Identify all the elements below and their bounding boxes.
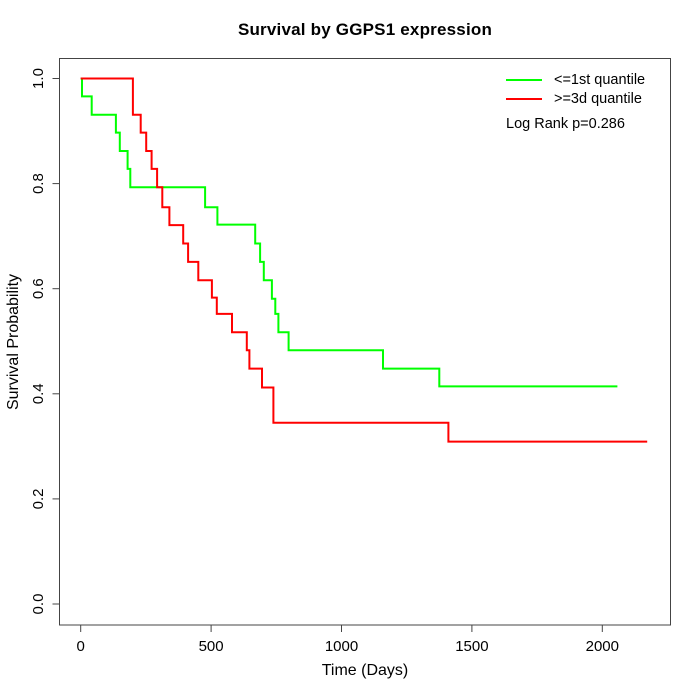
y-tick-label: 0.4 (30, 383, 47, 404)
legend-item-third-quantile: >=3d quantile (506, 89, 645, 108)
y-tick-label: 0.0 (30, 594, 47, 615)
km-curve-first-quantile (80, 77, 618, 388)
chart-title: Survival by GGPS1 expression (237, 20, 493, 39)
x-axis-title: Time (Days) (321, 662, 409, 679)
x-tick-label: 2000 (586, 638, 619, 655)
legend-item-first-quantile: <=1st quantile (506, 70, 645, 89)
y-axis-title: Survival Probability (5, 273, 22, 411)
legend-label-third-quantile: >=3d quantile (554, 90, 642, 107)
legend-label-first-quantile: <=1st quantile (554, 71, 646, 88)
x-tick-label: 0 (77, 638, 85, 655)
y-tick-label: 0.8 (30, 173, 47, 194)
y-tick-label: 1.0 (30, 68, 47, 89)
x-tick-label: 1500 (455, 638, 488, 655)
legend-line-red (506, 97, 542, 100)
log-rank-pvalue: Log Rank p=0.286 (506, 116, 625, 132)
km-curve-third-quantile (80, 77, 648, 443)
y-tick-label: 0.6 (30, 278, 47, 299)
x-tick-label: 1000 (325, 638, 358, 655)
legend-line-green (506, 78, 542, 81)
plot-box (59, 58, 671, 626)
x-tick-label: 500 (199, 638, 224, 655)
legend: <=1st quantile >=3d quantile Log Rank p=… (506, 70, 645, 132)
y-tick-label: 0.2 (30, 488, 47, 509)
